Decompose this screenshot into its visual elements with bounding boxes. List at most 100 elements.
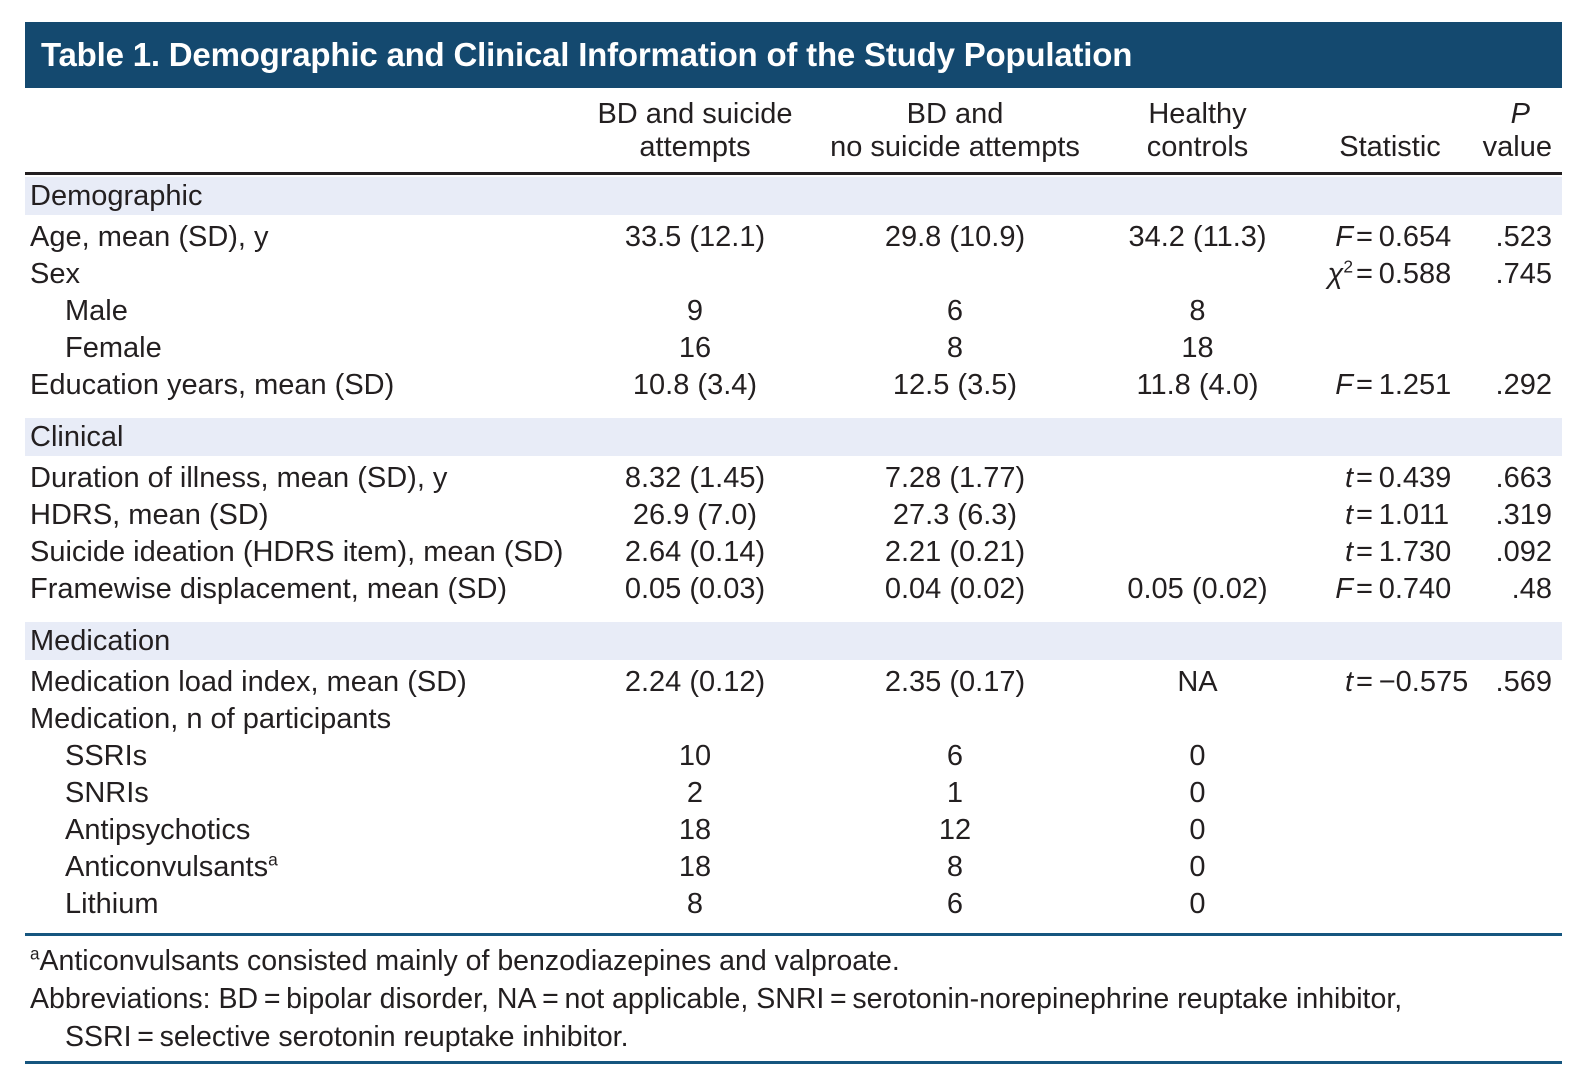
row-label-text: Age, mean (SD), y: [30, 221, 269, 253]
cell-bd-no-suicide: 1: [946, 777, 964, 809]
cell-statistic: [1305, 775, 1475, 812]
cell-bd-suicide: [570, 701, 820, 738]
cell-healthy-controls: 0.05 (0.02): [1127, 573, 1268, 605]
cell-statistic: [1305, 812, 1475, 849]
cell-p-value: [1475, 330, 1562, 367]
column-header-healthy-controls: Healthy controls: [1090, 88, 1305, 172]
cell-bd-no-suicide: 6: [946, 888, 964, 920]
cell-statistic: t = 1.011: [1305, 497, 1475, 534]
cell-statistic: F = 0.654: [1305, 219, 1475, 256]
table-bottom-rule: [25, 1061, 1562, 1064]
cell-bd-suicide: 9: [686, 295, 704, 327]
table-row: Framewise displacement, mean (SD) 0.05 (…: [25, 571, 1562, 608]
table-row: Female 16 8 18: [25, 330, 1562, 367]
footnote-abbreviations-line2: SSRI = selective serotonin reuptake inhi…: [25, 1018, 1562, 1056]
statistic-value: [1353, 812, 1356, 849]
table-row: Age, mean (SD), y 33.5 (12.1) 29.8 (10.9…: [25, 219, 1562, 256]
cell-healthy-controls: 11.8 (4.0): [1136, 369, 1259, 401]
row-label-text: Duration of illness, mean (SD), y: [30, 462, 448, 494]
cell-statistic: χ2 = 0.588: [1305, 256, 1475, 293]
cell-p-value: [1475, 849, 1562, 886]
cell-bd-suicide: 2: [686, 777, 704, 809]
cell-p-value: .319: [1495, 499, 1552, 531]
cell-healthy-controls: 18: [1181, 332, 1214, 364]
section-header-clinical: Clinical: [25, 418, 1562, 456]
row-label: Framewise displacement, mean (SD): [25, 571, 570, 608]
cell-bd-no-suicide: 29.8 (10.9): [884, 221, 1026, 253]
row-label: Sex: [25, 256, 570, 293]
row-label-text: SSRIs: [65, 740, 148, 772]
section-header-medication: Medication: [25, 622, 1562, 660]
cell-healthy-controls: 0: [1189, 851, 1206, 883]
statistic-symbol: [1305, 812, 1353, 849]
statistic-value: = 1.011: [1356, 499, 1450, 531]
cell-healthy-controls: 0: [1189, 888, 1206, 920]
footnote-abbreviations-line1: Abbreviations: BD = bipolar disorder, NA…: [25, 980, 1562, 1018]
statistic-symbol: [1305, 775, 1353, 812]
cell-bd-no-suicide: 8: [946, 851, 964, 883]
row-label: HDRS, mean (SD): [25, 497, 570, 534]
cell-healthy-controls: 0: [1189, 740, 1206, 772]
row-label-text: Female: [65, 332, 162, 364]
cell-p-value: .663: [1495, 462, 1552, 494]
row-label: Anticonvulsantsa: [25, 849, 570, 886]
cell-healthy-controls: [1090, 534, 1305, 571]
cell-p-value: .092: [1495, 536, 1552, 568]
statistic-symbol: t: [1344, 666, 1353, 698]
table-row: HDRS, mean (SD) 26.9 (7.0) 27.3 (6.3) t =…: [25, 497, 1562, 534]
column-header-line: value: [1482, 131, 1552, 163]
cell-bd-no-suicide: 0.04 (0.02): [884, 573, 1026, 605]
cell-bd-suicide: [570, 256, 820, 293]
statistic-value: = 0.588: [1356, 258, 1452, 290]
table-row: Duration of illness, mean (SD), y 8.32 (…: [25, 460, 1562, 497]
cell-bd-no-suicide: 12: [938, 814, 972, 846]
table-row: Education years, mean (SD) 10.8 (3.4) 12…: [25, 367, 1562, 404]
table-row: Sex χ2 = 0.588 .745: [25, 256, 1562, 293]
cell-statistic: t = 1.730: [1305, 534, 1475, 571]
row-label-text: Lithium: [65, 888, 159, 920]
cell-bd-suicide: 26.9 (7.0): [632, 499, 758, 531]
cell-p-value: .523: [1495, 221, 1552, 253]
column-header-p-value: P value: [1475, 88, 1562, 172]
row-label-text: Framewise displacement, mean (SD): [30, 573, 508, 605]
cell-healthy-controls: [1090, 497, 1305, 534]
row-label: SSRIs: [25, 738, 570, 775]
cell-bd-suicide: 33.5 (12.1): [624, 221, 766, 253]
statistic-symbol: t: [1344, 462, 1353, 494]
statistic-symbol: [1305, 886, 1353, 923]
table-row: Medication load index, mean (SD) 2.24 (0…: [25, 664, 1562, 701]
column-header-line: attempts: [639, 131, 751, 163]
cell-healthy-controls: 8: [1189, 295, 1206, 327]
cell-bd-no-suicide: [820, 701, 1090, 738]
row-label: Female: [25, 330, 570, 367]
cell-p-value: [1475, 886, 1562, 923]
cell-bd-no-suicide: 2.21 (0.21): [884, 536, 1026, 568]
statistic-symbol: F: [1335, 369, 1353, 401]
column-header-line: BD and: [906, 98, 1004, 130]
footnote-text: Abbreviations: BD = bipolar disorder, NA…: [30, 983, 1403, 1015]
cell-healthy-controls: 0: [1189, 777, 1206, 809]
cell-bd-no-suicide: 8: [946, 332, 964, 364]
row-label-text: Anticonvulsants: [65, 851, 269, 883]
row-label-superscript: a: [268, 849, 278, 870]
row-label: Antipsychotics: [25, 812, 570, 849]
column-header-statistic: Statistic: [1305, 88, 1475, 172]
cell-bd-no-suicide: 6: [946, 295, 964, 327]
row-label-text: Antipsychotics: [65, 814, 251, 846]
cell-p-value: [1475, 701, 1562, 738]
cell-statistic: t = 0.439: [1305, 460, 1475, 497]
row-label: Medication, n of participants: [25, 701, 570, 738]
row-label: Suicide ideation (HDRS item), mean (SD): [25, 534, 570, 571]
statistic-symbol: [1305, 293, 1353, 330]
statistic-value: [1353, 738, 1356, 775]
cell-statistic: [1305, 330, 1475, 367]
statistic-value: = 0.439: [1356, 462, 1452, 494]
column-header-line: P: [1510, 98, 1530, 130]
statistic-symbol: χ2: [1327, 256, 1353, 290]
statistic-value: [1353, 293, 1356, 330]
statistic-value: [1353, 330, 1356, 367]
cell-p-value: .48: [1511, 573, 1552, 605]
footnote-anticonvulsants: aAnticonvulsants consisted mainly of ben…: [25, 942, 1562, 980]
statistic-value: [1353, 775, 1356, 812]
cell-p-value: [1475, 738, 1562, 775]
